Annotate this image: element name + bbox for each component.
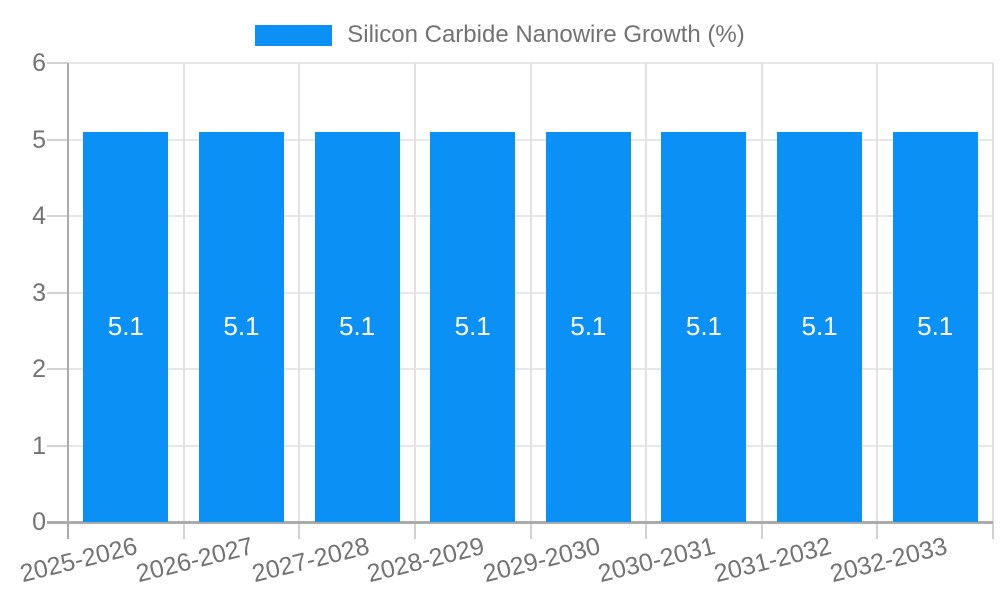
bar-2032-2033 [892,131,978,522]
legend-label: Silicon Carbide Nanowire Growth (%) [347,21,745,48]
x-axis-tick [876,522,879,539]
x-gridline [760,63,763,522]
x-axis-tick-label: 2031-2032 [711,532,835,589]
y-axis-tick-label: 3 [32,278,46,307]
bar-2030-2031 [661,131,747,522]
bar-2031-2032 [777,131,863,522]
y-axis-tick-label: 6 [32,49,46,77]
x-gridline [298,63,301,522]
y-axis-tick-label: 0 [32,508,46,536]
bar-value-label: 5.1 [107,310,144,341]
x-axis-tick [760,522,763,539]
x-gridline [529,63,532,522]
bar-2028-2029 [430,131,516,522]
y-axis-tick-label: 1 [32,431,46,460]
x-axis-tick [298,522,301,539]
bar-2025-2026 [83,131,169,522]
x-gridline [876,63,879,522]
y-axis-tick [47,62,68,64]
bar-value-label: 5.1 [801,310,838,341]
bar-value-label: 5.1 [685,310,723,341]
bar-2026-2027 [198,131,284,522]
y-axis-line [67,63,69,539]
x-axis-tick-label: 2025-2026 [17,532,141,589]
bar-value-label: 5.1 [454,310,491,341]
x-axis-tick-label: 2028-2029 [364,532,488,589]
y-axis-tick [47,138,68,141]
bar-value-label: 5.1 [570,310,607,341]
y-axis-tick [47,291,68,294]
y-axis-tick [47,368,68,370]
x-axis-tick-label: 2029-2030 [480,532,603,589]
y-axis-tick-label: 5 [32,125,46,154]
bar-value-label: 5.1 [223,310,260,341]
y-axis-tick-label: 2 [32,355,46,383]
chart-legend[interactable]: Silicon Carbide Nanowire Growth (%) [0,21,1000,49]
x-axis-tick [529,522,532,539]
x-axis-tick-label: 2030-2031 [595,532,719,589]
y-axis-tick-label: 4 [32,202,46,230]
x-gridline [645,63,648,522]
bar-value-label: 5.1 [917,310,954,341]
x-axis-tick [645,522,648,539]
y-axis-tick [47,444,68,447]
x-axis-tick-label: 2032-2033 [826,532,950,589]
y-axis-tick [47,215,68,217]
x-axis-tick [182,522,185,539]
x-axis-line [47,521,993,524]
x-gridline [992,63,994,522]
x-axis-tick [992,522,994,539]
x-gridline [413,63,416,522]
x-gridline [182,63,185,522]
legend-swatch [255,24,333,46]
bar-value-label: 5.1 [338,310,376,341]
bar-2029-2030 [545,131,631,522]
x-axis-tick-label: 2026-2027 [133,532,256,589]
x-axis-tick [413,522,416,539]
bar-2027-2028 [314,131,400,522]
x-axis-tick-label: 2027-2028 [248,532,372,589]
